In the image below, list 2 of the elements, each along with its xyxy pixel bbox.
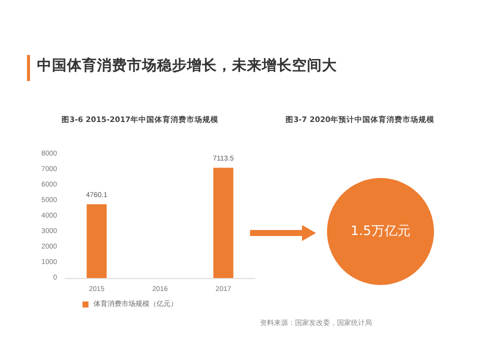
text: 1.5万亿元 xyxy=(350,223,412,240)
chart-title: 中国体育消费市场稳步增长，未来增长空间大 xyxy=(37,56,337,75)
